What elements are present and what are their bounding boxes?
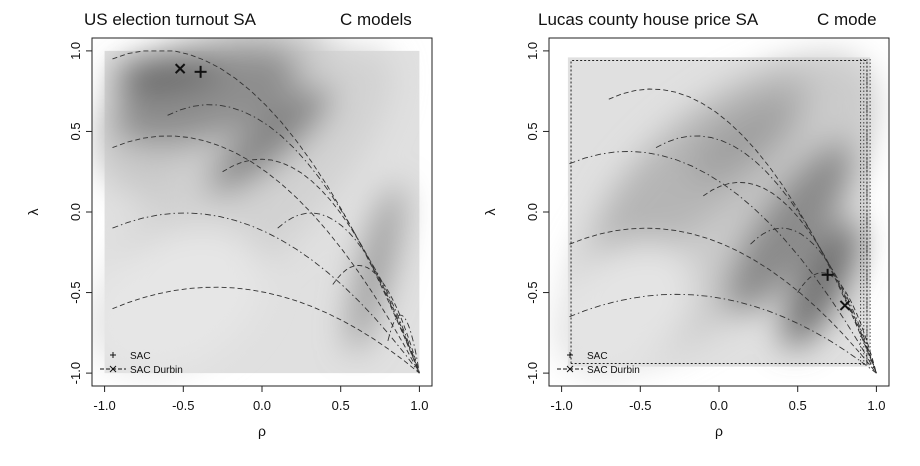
y-tick-label: -0.5 <box>525 281 540 303</box>
x-tick-label: 1.0 <box>410 398 428 413</box>
y-tick-label: -0.5 <box>68 281 83 303</box>
contour-line-5 <box>797 272 877 374</box>
chart-panel-1: -1.0 -0.5 0.0 0.5 1.0 -1.0 -0.5 0.0 0.5 1.0 ρ λ US e… <box>25 10 433 439</box>
contour-line-7 <box>569 227 877 374</box>
density-shading <box>92 38 420 374</box>
contour-line-6 <box>387 314 420 374</box>
chart-panel-2: -1.0 -0.5 0.0 0.5 1.0 -1.0 -0.5 0.0 0.5 1.0 ρ λ Luca… <box>482 10 890 439</box>
density-blob-4 <box>782 221 861 348</box>
legend-label-sac: SAC <box>587 351 608 362</box>
contour-line-2 <box>167 104 420 374</box>
contour-line-6 <box>569 150 877 374</box>
sac-point-marker <box>194 65 207 78</box>
x-tick-label: 1.0 <box>867 398 885 413</box>
contour-line-5 <box>332 264 420 374</box>
sac-durbin-point-marker <box>839 300 851 311</box>
contour-line-1 <box>608 88 877 374</box>
x-axis-label: ρ <box>715 423 723 439</box>
y-axis-label: λ <box>25 209 41 216</box>
contour-line-9 <box>112 286 420 374</box>
x-tick-label: 0.0 <box>253 398 271 413</box>
legend-label-sac: SAC <box>130 351 151 362</box>
legend-marker-sac <box>567 352 573 358</box>
sac-point-marker <box>821 268 834 281</box>
contour-line-1 <box>112 50 420 374</box>
x-tick-label: 0.0 <box>710 398 728 413</box>
density-blob-4 <box>112 52 223 95</box>
chart-subtitle: C models <box>340 10 412 29</box>
contour-line-4 <box>277 212 420 374</box>
density-shading <box>554 54 877 376</box>
density-blob-7 <box>92 227 264 374</box>
chart-title: Lucas county house price SA <box>538 10 759 29</box>
chart-subtitle: C mode <box>817 10 877 29</box>
legend-marker-sac <box>110 352 116 358</box>
legend-label-sac-durbin: SAC Durbin <box>587 365 640 376</box>
legend-marker-sac-durbin <box>100 365 126 373</box>
y-tick-label: 1.0 <box>525 42 540 60</box>
sac-durbin-point-marker <box>174 63 186 74</box>
density-blob-3 <box>725 142 855 314</box>
y-tick-label: 0.0 <box>525 203 540 221</box>
contour-lines <box>569 58 877 374</box>
contour-line-2 <box>655 135 877 374</box>
legend-label-sac-durbin: SAC Durbin <box>130 365 183 376</box>
y-tick-label: 1.0 <box>68 42 83 60</box>
x-tick-label: -1.0 <box>93 398 115 413</box>
x-tick-label: -1.0 <box>550 398 572 413</box>
legend: SAC SAC Durbin <box>100 351 183 376</box>
density-blob-5 <box>689 98 797 181</box>
legend: SAC SAC Durbin <box>557 351 640 376</box>
chart-title: US election turnout SA <box>84 10 257 29</box>
x-axis-label: ρ <box>258 423 266 439</box>
x-tick-label: -0.5 <box>629 398 651 413</box>
density-blob-6 <box>348 184 403 353</box>
y-tick-label: 0.5 <box>68 122 83 140</box>
legend-marker-sac-durbin <box>557 365 583 373</box>
contour-lines <box>112 50 420 374</box>
x-tick-label: -0.5 <box>172 398 194 413</box>
outer-contour <box>570 60 868 364</box>
y-tick-label: 0.0 <box>68 203 83 221</box>
contour-line-4 <box>750 227 877 374</box>
contour-line-3 <box>703 181 877 374</box>
density-blob-5 <box>207 86 332 193</box>
y-tick-label: 0.5 <box>525 122 540 140</box>
x-tick-label: 0.5 <box>789 398 807 413</box>
contour-line-7 <box>112 135 420 374</box>
contour-line-8 <box>112 212 420 374</box>
contour-line-3 <box>222 158 420 374</box>
x-tick-label: 0.5 <box>332 398 350 413</box>
density-blob-6 <box>554 242 695 376</box>
y-tick-label: -1.0 <box>68 362 83 384</box>
contour-line-8 <box>569 293 877 374</box>
y-axis-label: λ <box>482 209 498 216</box>
y-tick-label: -1.0 <box>525 362 540 384</box>
